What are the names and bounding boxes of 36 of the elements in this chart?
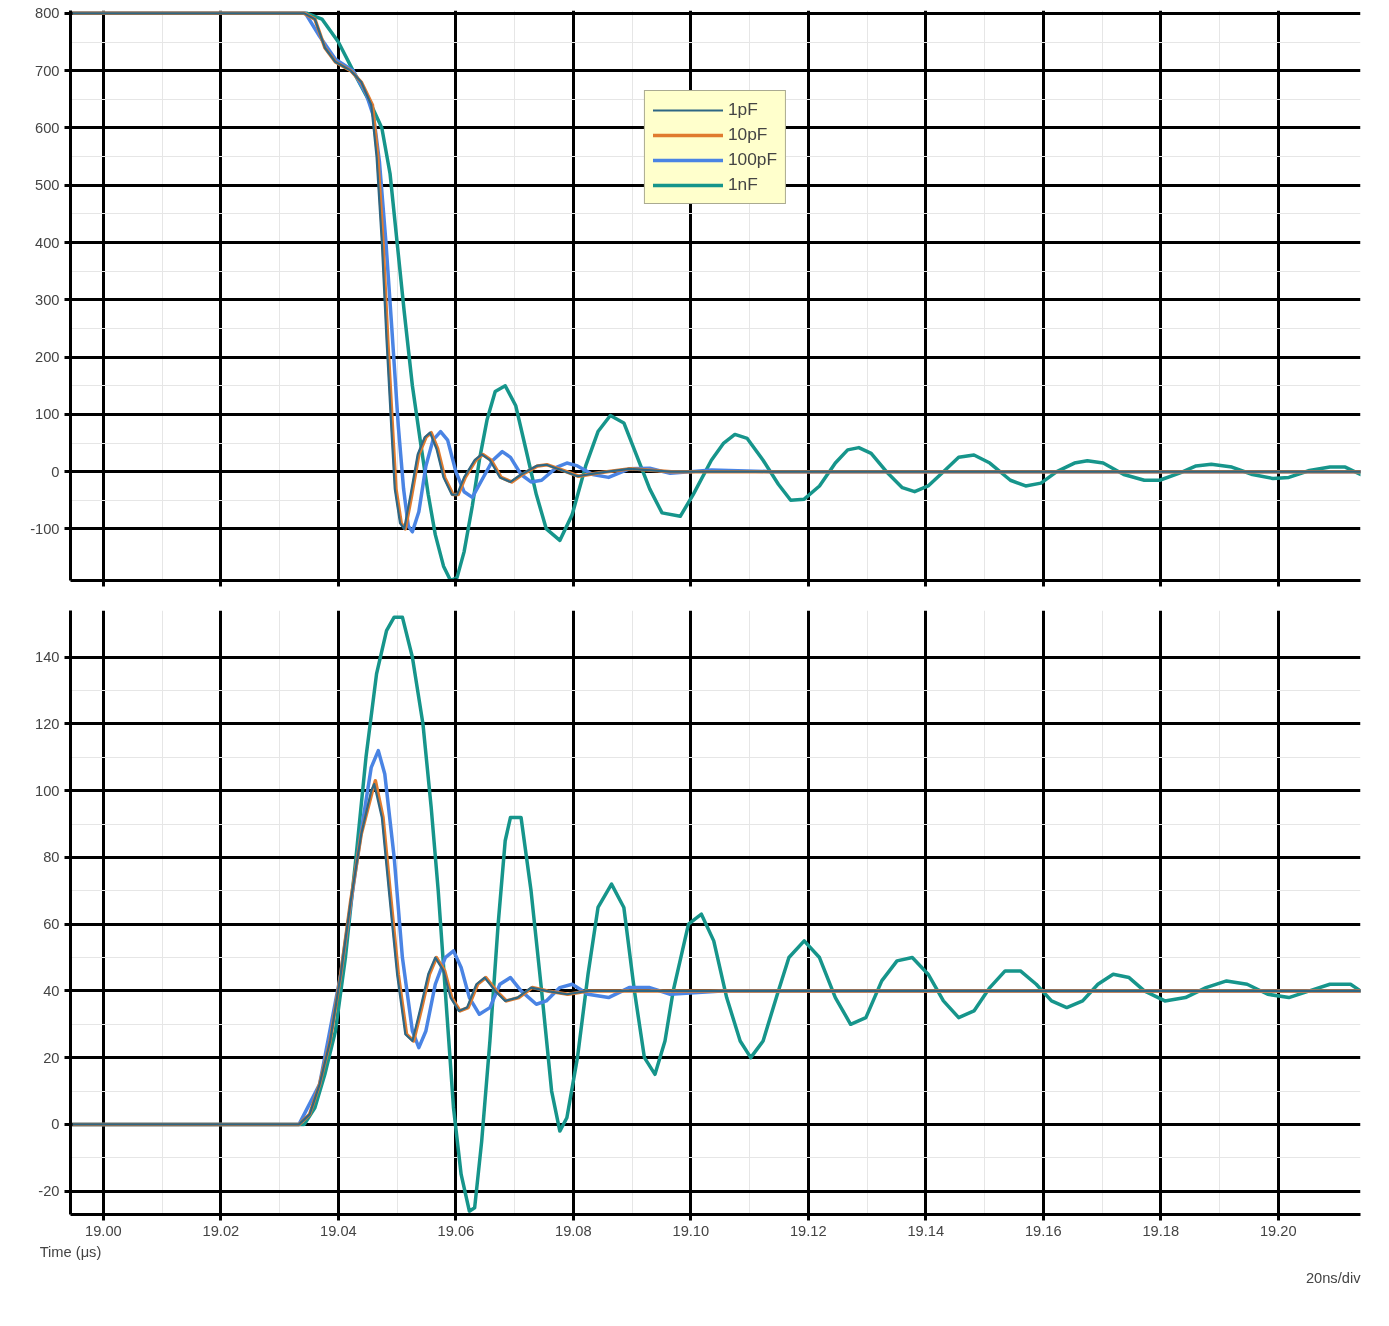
y-tick-label: 500 <box>35 177 60 194</box>
y-tick-label: 40 <box>43 982 60 999</box>
y-tick-label: 600 <box>35 119 60 136</box>
x-tick-label: 19.16 <box>1024 1222 1062 1239</box>
y-tick-label: 20 <box>43 1049 60 1066</box>
y-tick-label: 100 <box>35 782 60 799</box>
y-tick-label: 60 <box>43 916 60 933</box>
y-tick-label: 100 <box>35 406 60 423</box>
legend-label: 1pF <box>727 99 758 120</box>
legend-label: 10pF <box>727 124 768 145</box>
y-tick-label: 400 <box>35 234 60 251</box>
x-axis-title: Time (μs) <box>39 1243 102 1260</box>
y-tick-label: 120 <box>35 715 60 732</box>
y-tick-label: 200 <box>35 349 60 366</box>
y-tick-label: 800 <box>35 5 60 22</box>
x-tick-label: 19.08 <box>555 1222 592 1239</box>
x-tick-label: 19.04 <box>320 1222 357 1239</box>
y-tick-label: 0 <box>51 1116 60 1133</box>
x-tick-label: 19.18 <box>1142 1222 1180 1239</box>
y-tick-label: 300 <box>35 291 60 308</box>
y-tick-label: 80 <box>43 849 60 866</box>
legend-label: 100pF <box>727 149 778 170</box>
x-tick-label: 19.12 <box>789 1222 827 1239</box>
y-tick-label: 140 <box>35 649 60 666</box>
y-tick-label: 0 <box>51 463 60 480</box>
x-tick-label: 19.00 <box>85 1222 122 1239</box>
y-tick-label: -100 <box>30 520 60 537</box>
x-tick-label: 19.02 <box>202 1222 240 1239</box>
x-tick-label: 19.14 <box>907 1222 945 1239</box>
y-tick-label: 700 <box>35 62 60 79</box>
x-tick-label: 19.10 <box>672 1222 710 1239</box>
text: 20ns/div <box>1305 1269 1362 1286</box>
x-tick-label: 19.06 <box>437 1222 475 1239</box>
x-tick-label: 19.20 <box>1259 1222 1297 1239</box>
legend-label: 1nF <box>727 174 758 195</box>
y-tick-label: -20 <box>38 1183 60 1200</box>
